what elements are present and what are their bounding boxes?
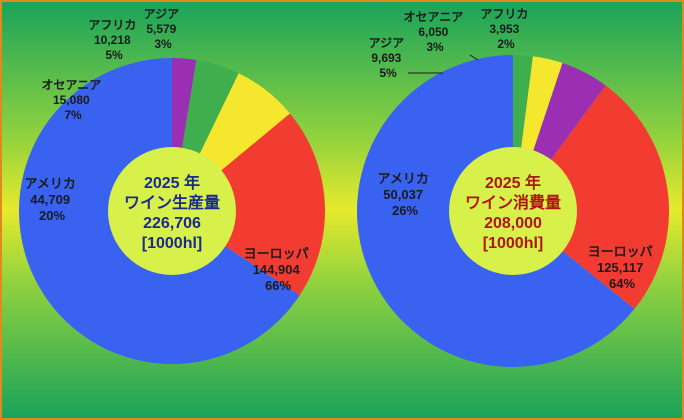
consumption-center-year: 2025 年 bbox=[485, 173, 541, 192]
production-label-europe: ヨーロッパ 144,904 66% bbox=[244, 246, 313, 293]
production-center-unit: [1000hl] bbox=[142, 235, 202, 252]
production-label-america: アメリカ 44,709 20% bbox=[25, 176, 80, 223]
consumption-label-oceania: オセアニア 6,050 3% bbox=[403, 10, 466, 54]
production-label-oceania: オセアニア 15,080 7% bbox=[41, 78, 104, 122]
production-slice-america bbox=[172, 113, 326, 296]
production-center-total: 226,706 bbox=[143, 215, 201, 232]
consumption-label-europe: ヨーロッパ 125,117 64% bbox=[588, 244, 657, 291]
production-label-africa: アフリカ 10,218 5% bbox=[88, 18, 139, 62]
consumption-donut: 2025 年 ワイン消費量 208,000 [1000hl] ヨーロッパ 125… bbox=[356, 7, 669, 368]
consumption-slice-america bbox=[513, 85, 669, 309]
production-center-year: 2025 年 bbox=[144, 173, 200, 192]
consumption-center-total: 208,000 bbox=[484, 215, 542, 232]
consumption-leader-oceania bbox=[469, 54, 479, 61]
consumption-center-unit: [1000hl] bbox=[483, 235, 543, 252]
production-center-disc bbox=[108, 147, 236, 275]
production-donut: 2025 年 ワイン生産量 226,706 [1000hl] ヨーロッパ 144… bbox=[19, 7, 326, 365]
consumption-center-disc bbox=[449, 147, 577, 275]
production-label-asia: アジア 5,579 3% bbox=[144, 7, 183, 51]
consumption-center-title: ワイン消費量 bbox=[465, 193, 561, 212]
consumption-label-america: アメリカ 50,037 26% bbox=[378, 171, 433, 218]
production-center-title: ワイン生産量 bbox=[124, 193, 220, 212]
consumption-label-africa: アフリカ 3,953 2% bbox=[480, 7, 531, 51]
consumption-label-asia: アジア 9,693 5% bbox=[369, 36, 408, 80]
